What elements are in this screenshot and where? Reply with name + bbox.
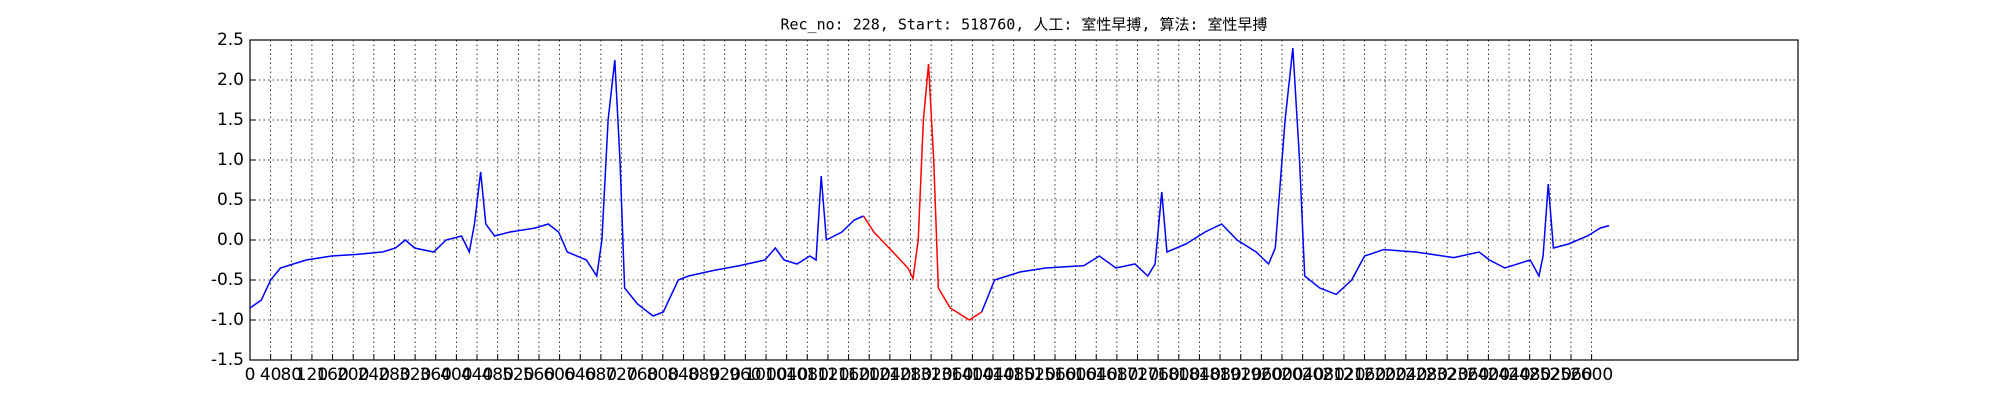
x-tick-label: 960 bbox=[729, 365, 761, 385]
x-tick-label: 1720 bbox=[1116, 365, 1159, 385]
x-tick-label: 2080 bbox=[1302, 365, 1345, 385]
y-tick-label: 0.5 bbox=[217, 190, 244, 210]
y-tick-label: 0.0 bbox=[217, 230, 244, 250]
x-tick-label: 560 bbox=[523, 365, 555, 385]
x-tick-label: 640 bbox=[564, 365, 596, 385]
x-tick-label: 1040 bbox=[765, 365, 808, 385]
x-tick-label: 2400 bbox=[1467, 365, 1510, 385]
x-tick-label: 600 bbox=[543, 365, 575, 385]
x-tick-label: 1800 bbox=[1157, 365, 1200, 385]
y-tick-label: 2.5 bbox=[217, 30, 244, 50]
x-tick-label: 1080 bbox=[786, 365, 829, 385]
y-tick-label: -1.0 bbox=[211, 310, 244, 330]
x-tick-label: 2560 bbox=[1549, 365, 1592, 385]
x-tick-label: 920 bbox=[708, 365, 740, 385]
x-tick-label: 840 bbox=[667, 365, 699, 385]
y-tick-label: 1.5 bbox=[217, 110, 244, 130]
x-tick-label: 280 bbox=[378, 365, 410, 385]
x-tick-label: 1920 bbox=[1219, 365, 1262, 385]
x-tick-label: 200 bbox=[337, 365, 369, 385]
x-tick-label: 2200 bbox=[1364, 365, 1407, 385]
x-tick-label: 1480 bbox=[992, 365, 1035, 385]
x-tick-label: 2040 bbox=[1281, 365, 1324, 385]
x-tick-label: 0 bbox=[245, 365, 256, 385]
x-tick-label: 2000 bbox=[1260, 365, 1303, 385]
x-tick-label: 720 bbox=[605, 365, 637, 385]
x-tick-label: 2280 bbox=[1405, 365, 1448, 385]
x-tick-label: 240 bbox=[358, 365, 390, 385]
ecg-line bbox=[862, 63, 983, 321]
x-tick-label: 1560 bbox=[1033, 365, 1076, 385]
x-tick-label: 2360 bbox=[1446, 365, 1489, 385]
x-tick-label: 2160 bbox=[1343, 365, 1386, 385]
x-tick-label: 320 bbox=[399, 365, 431, 385]
x-tick-label: 2480 bbox=[1508, 365, 1551, 385]
x-tick-label: 1520 bbox=[1013, 365, 1056, 385]
x-tick-label: 120 bbox=[296, 365, 328, 385]
x-tick-label: 400 bbox=[440, 365, 472, 385]
x-tick-label: 1120 bbox=[806, 365, 849, 385]
x-tick-label: 880 bbox=[688, 365, 720, 385]
x-tick-label: 1280 bbox=[889, 365, 932, 385]
y-tick-label: -1.5 bbox=[211, 350, 244, 370]
x-tick-label: 1680 bbox=[1095, 365, 1138, 385]
ecg-line bbox=[980, 47, 1610, 313]
x-tick-label: 160 bbox=[316, 365, 348, 385]
y-tick-label: 1.0 bbox=[217, 150, 244, 170]
chart-title: Rec_no: 228, Start: 518760, 人工: 室性早搏, 算法… bbox=[780, 16, 1267, 34]
x-tick-label: 1600 bbox=[1054, 365, 1097, 385]
x-tick-label: 1320 bbox=[909, 365, 952, 385]
x-tick-label: 360 bbox=[420, 365, 452, 385]
x-tick-label: 1440 bbox=[971, 365, 1014, 385]
y-tick-label: -0.5 bbox=[211, 270, 244, 290]
x-tick-label: 520 bbox=[502, 365, 534, 385]
x-tick-label: 1760 bbox=[1137, 365, 1180, 385]
x-tick-label: 1400 bbox=[951, 365, 994, 385]
x-tick-label: 2520 bbox=[1529, 365, 1572, 385]
x-tick-label: 2440 bbox=[1487, 365, 1530, 385]
x-tick-label: 1960 bbox=[1240, 365, 1283, 385]
x-tick-label: 1640 bbox=[1075, 365, 1118, 385]
ecg-line bbox=[249, 59, 864, 317]
x-tick-label: 1240 bbox=[868, 365, 911, 385]
plot-frame bbox=[249, 39, 1799, 361]
y-tick-label: 2.0 bbox=[217, 70, 244, 90]
x-tick-label: 1880 bbox=[1198, 365, 1241, 385]
x-tick-label: 2320 bbox=[1425, 365, 1468, 385]
x-tick-label: 680 bbox=[585, 365, 617, 385]
x-tick-label: 40 bbox=[260, 365, 282, 385]
x-tick-label: 440 bbox=[461, 365, 493, 385]
x-tick-label: 1200 bbox=[848, 365, 891, 385]
x-tick-label: 2120 bbox=[1322, 365, 1365, 385]
x-tick-label: 760 bbox=[626, 365, 658, 385]
x-tick-label: 1360 bbox=[930, 365, 973, 385]
x-tick-label: 2600 bbox=[1570, 365, 1613, 385]
x-tick-label: 800 bbox=[647, 365, 679, 385]
x-tick-label: 1840 bbox=[1178, 365, 1221, 385]
x-tick-label: 1160 bbox=[827, 365, 870, 385]
x-tick-label: 1000 bbox=[744, 365, 787, 385]
x-tick-label: 80 bbox=[280, 365, 302, 385]
x-tick-label: 480 bbox=[481, 365, 513, 385]
x-tick-label: 2240 bbox=[1384, 365, 1427, 385]
